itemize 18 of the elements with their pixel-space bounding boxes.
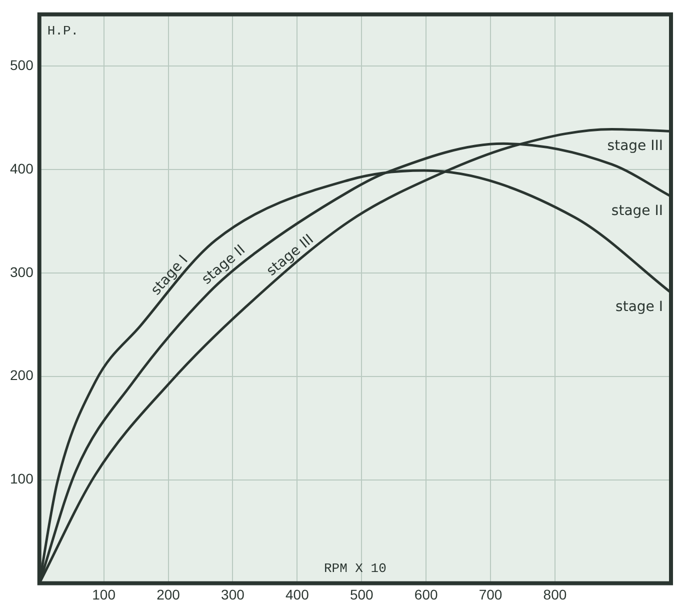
x-tick-label: 200 bbox=[156, 586, 180, 602]
text: stage I bbox=[616, 299, 663, 316]
series-label: stage III bbox=[607, 138, 663, 154]
x-axis-title: RPM X 10 bbox=[324, 561, 386, 576]
x-tick-label: 100 bbox=[92, 586, 116, 602]
y-tick-label: 300 bbox=[10, 264, 34, 280]
y-tick-label: 400 bbox=[10, 160, 34, 176]
y-tick-label: 500 bbox=[10, 56, 34, 73]
x-tick-label: 800 bbox=[543, 586, 567, 602]
text: stage II bbox=[611, 203, 663, 220]
x-tick-label: 500 bbox=[350, 586, 374, 602]
x-tick-label: 600 bbox=[414, 586, 438, 602]
y-axis-title: H.P. bbox=[47, 23, 79, 38]
x-tick-label: 300 bbox=[221, 586, 245, 602]
x-tick-label: 700 bbox=[478, 586, 502, 602]
y-tick-label: 100 bbox=[10, 470, 34, 487]
x-tick-label: 400 bbox=[285, 586, 310, 602]
y-tick-label: 200 bbox=[10, 367, 34, 384]
